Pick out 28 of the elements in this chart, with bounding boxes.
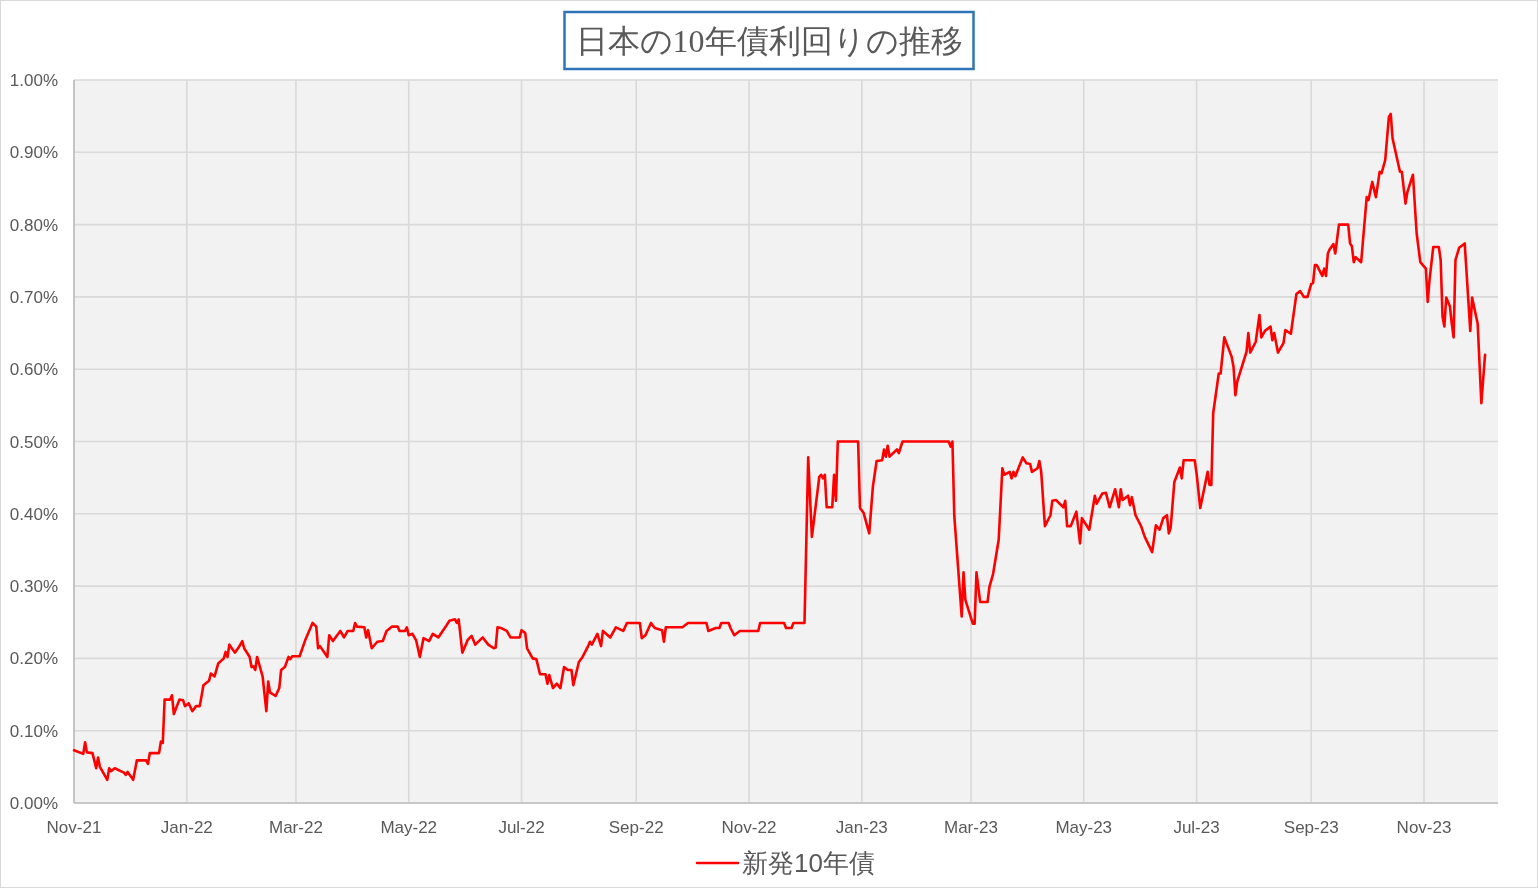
chart-title: 日本の10年債利回りの推移 (575, 23, 963, 59)
title: 日本の10年債利回りの推移 (563, 10, 975, 71)
y-tick-label: 0.60% (9, 360, 58, 380)
x-tick-label: May-23 (1055, 818, 1113, 837)
y-tick-label: 0.80% (9, 215, 58, 235)
x-tick-label: Sep-23 (1283, 818, 1339, 837)
x-tick-label: Jan-23 (835, 818, 888, 837)
legend-label: 新発10年債 (742, 848, 875, 878)
y-tick-label: 0.90% (9, 143, 58, 163)
x-tick-label: May-22 (380, 818, 438, 837)
x-tick-label: Jan-22 (160, 818, 213, 837)
y-tick-label: 0.00% (9, 794, 58, 813)
x-tick-label: Jul-22 (498, 818, 545, 837)
x-tick-label: Nov-23 (1396, 818, 1452, 837)
x-tick-label: Mar-22 (268, 818, 323, 837)
y-tick-label: 0.10% (9, 721, 58, 741)
y-tick-label: 0.30% (9, 577, 58, 597)
y-tick-label: 0.70% (9, 287, 58, 307)
y-tick-label: 0.20% (9, 649, 58, 669)
x-tick-label: Jul-23 (1173, 818, 1220, 837)
y-tick-label: 1.00% (9, 71, 58, 90)
y-tick-label: 0.40% (9, 504, 58, 524)
x-tick-label: Nov-21 (46, 818, 102, 837)
x-tick-label: Nov-22 (721, 818, 777, 837)
x-tick-label: Sep-22 (608, 818, 664, 837)
x-tick-label: Mar-23 (944, 818, 998, 837)
y-tick-label: 0.50% (9, 432, 58, 452)
legend: 新発10年債 (695, 848, 875, 878)
